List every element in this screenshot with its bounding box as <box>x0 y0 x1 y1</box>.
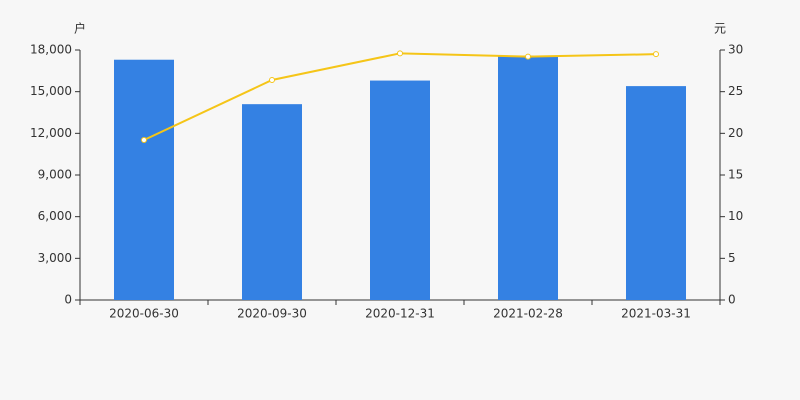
y2-tick-label: 5 <box>728 251 736 265</box>
bar <box>114 59 174 300</box>
bar <box>370 80 430 300</box>
x-tick-label: 2021-03-31 <box>621 307 691 321</box>
line-point <box>269 77 275 83</box>
y-axis-label: 户 <box>74 21 86 36</box>
x-tick-label: 2020-06-30 <box>109 307 179 321</box>
line-point <box>397 50 403 57</box>
x-tick-label: 2020-12-31 <box>365 307 435 321</box>
y-tick-label: 9,000 <box>38 168 72 182</box>
x-tick-label: 2020-09-30 <box>237 307 307 321</box>
bar <box>242 104 302 301</box>
y2-axis-label: 元 <box>714 22 726 36</box>
y2-tick-label: 25 <box>728 84 743 98</box>
line-point <box>141 137 147 143</box>
bar <box>498 55 558 300</box>
line-point <box>525 53 531 60</box>
y-tick-label: 0 <box>64 293 72 307</box>
x-tick-label: 2021-02-28 <box>493 307 563 321</box>
y-tick-label: 18,000 <box>30 43 72 57</box>
y-tick-label: 3,000 <box>38 251 72 265</box>
line-point <box>653 51 659 58</box>
bar <box>626 86 686 300</box>
y2-tick-label: 20 <box>728 126 743 140</box>
y2-tick-label: 10 <box>728 209 743 223</box>
y-tick-label: 15,000 <box>30 84 72 98</box>
y-tick-label: 12,000 <box>30 126 72 140</box>
y2-tick-label: 30 <box>728 43 743 57</box>
y-tick-label: 6,000 <box>38 209 72 223</box>
y2-tick-label: 15 <box>728 168 743 182</box>
y2-tick-label: 0 <box>728 293 736 307</box>
